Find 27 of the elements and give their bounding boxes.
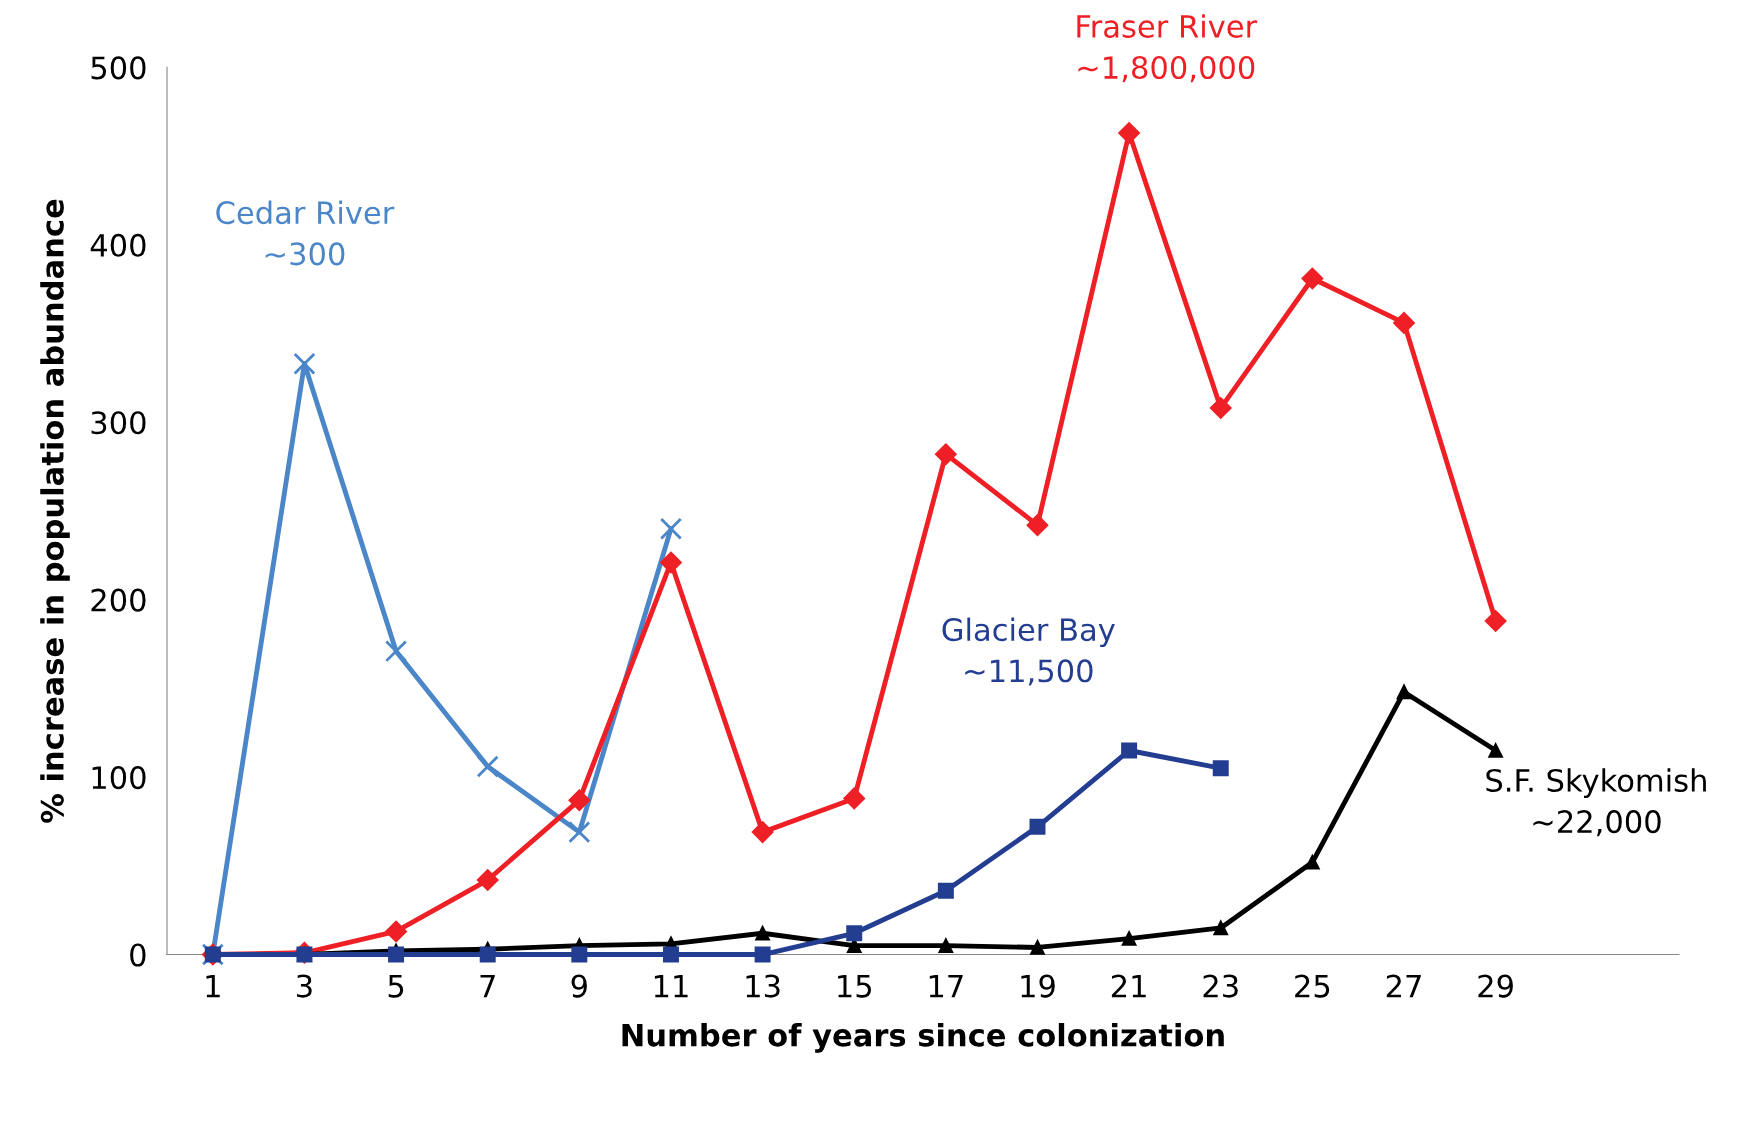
y-tick-label: 500 bbox=[91, 56, 146, 80]
x-tick-label: 29 bbox=[1478, 974, 1513, 998]
x-tick-label: 25 bbox=[1295, 974, 1330, 998]
text: Fraser River ~1,800,000 bbox=[1077, 14, 1258, 83]
y-tick-label: 200 bbox=[91, 588, 146, 612]
x-tick-label: 21 bbox=[1111, 974, 1146, 998]
y-tick-label: 300 bbox=[91, 411, 146, 435]
y-tick-label: 400 bbox=[90, 233, 146, 257]
x-tick-label: 9 bbox=[571, 974, 587, 998]
x-axis-title: Number of years since colonization bbox=[622, 1023, 1224, 1053]
series-label: Glacier Bay ~11,500 bbox=[942, 617, 1115, 686]
x-tick-label: 13 bbox=[746, 974, 780, 998]
series-label: S.F. Skykomish ~22,000 bbox=[1486, 768, 1706, 837]
x-tick-label: 23 bbox=[1203, 974, 1238, 998]
x-tick-label: 27 bbox=[1386, 974, 1421, 998]
x-tick-label: 7 bbox=[480, 974, 495, 998]
x-tick-label: 17 bbox=[929, 974, 963, 998]
x-tick-label: 19 bbox=[1021, 974, 1055, 998]
x-tick-label: 15 bbox=[838, 974, 871, 998]
x-tick-label: 3 bbox=[297, 974, 312, 998]
x-tick-label: 5 bbox=[388, 974, 404, 998]
x-tick-label: 1 bbox=[206, 974, 220, 998]
text: Cedar River ~300 bbox=[216, 200, 395, 266]
y-tick-label: 0 bbox=[130, 943, 146, 967]
y-axis-title: % increase in population abundance bbox=[40, 199, 70, 823]
y-tick-label: 100 bbox=[92, 766, 146, 790]
x-tick-label: 11 bbox=[654, 974, 688, 998]
